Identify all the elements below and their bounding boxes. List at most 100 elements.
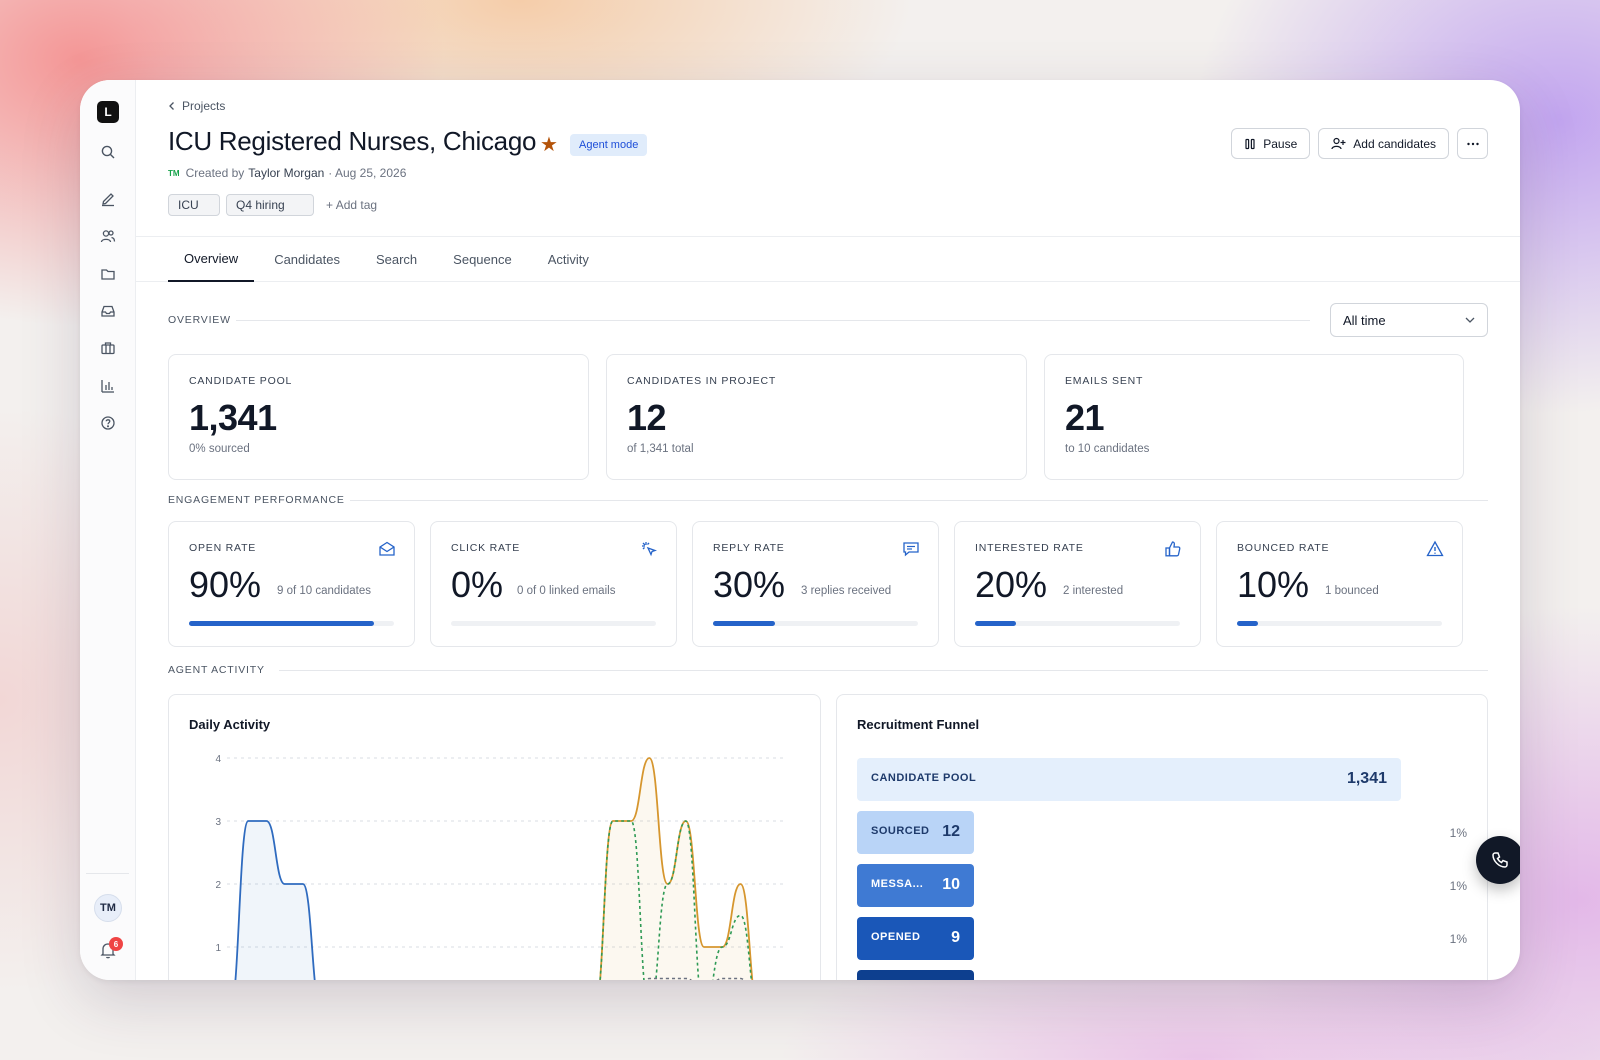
agent-activity-divider [279, 670, 1488, 671]
add-tag-button[interactable]: + Add tag [326, 198, 378, 212]
funnel-row-messa[interactable]: MESSA... 10 [857, 864, 974, 907]
funnel-label: CANDIDATE POOL [871, 772, 977, 784]
funnel-row-opened[interactable]: OPENED 9 [857, 917, 974, 960]
engagement-sub: 1 bounced [1325, 585, 1379, 597]
folder-icon[interactable] [98, 264, 118, 284]
y-tick-label: 4 [215, 754, 221, 765]
funnel-row-sourced[interactable]: SOURCED 12 [857, 811, 974, 854]
tab-bar: Overview Candidates Search Sequence Acti… [136, 236, 1520, 282]
funnel-title: Recruitment Funnel [857, 717, 980, 732]
engagement-label: REPLY RATE [713, 542, 785, 554]
funnel-count: 12 [942, 823, 960, 840]
agent-mode-badge: Agent mode [570, 134, 648, 156]
overview-divider [236, 320, 1310, 321]
add-user-icon [1331, 137, 1346, 150]
tab-sequence[interactable]: Sequence [453, 252, 512, 267]
tab-candidates[interactable]: Candidates [274, 252, 340, 267]
stat-card-emails-sent: EMAILS SENT 21 to 10 candidates [1044, 354, 1464, 480]
created-date: · Aug 25, 2026 [328, 166, 407, 180]
engagement-progress-track [713, 621, 918, 626]
engagement-label: BOUNCED RATE [1237, 542, 1330, 554]
app-logo[interactable]: L [97, 101, 119, 123]
chevron-down-icon [1465, 317, 1475, 323]
engagement-card-click-rate: CLICK RATE 0% 0 of 0 linked emails [430, 521, 677, 647]
call-button[interactable] [1476, 836, 1520, 884]
users-icon[interactable] [98, 226, 118, 246]
engagement-value: 90% [189, 564, 262, 605]
engagement-sub: 2 interested [1063, 585, 1124, 597]
help-icon[interactable] [98, 413, 118, 433]
pencil-icon[interactable] [98, 189, 118, 209]
time-range-select[interactable]: All time [1330, 303, 1488, 337]
time-range-value: All time [1343, 312, 1386, 328]
engagement-sub: 0 of 0 linked emails [517, 585, 616, 597]
project-meta: TM Created by Taylor Morgan · Aug 25, 20… [168, 166, 406, 180]
series-area [235, 821, 315, 980]
engagement-sub: 9 of 10 candidates [277, 585, 371, 597]
engagement-card-bounced-rate: BOUNCED RATE 10% 1 bounced [1216, 521, 1463, 647]
stat-card-candidate-pool: CANDIDATE POOL 1,341 0% sourced [168, 354, 589, 480]
warning-icon [1426, 540, 1444, 557]
stat-value: 1,341 [189, 397, 277, 438]
engagement-value: 0% [451, 564, 504, 605]
overview-section-label: OVERVIEW [168, 314, 231, 326]
sidebar-divider [86, 873, 129, 874]
tab-overview[interactable]: Overview [168, 237, 255, 282]
engagement-value: 10% [1237, 564, 1310, 605]
pause-button[interactable]: Pause [1231, 128, 1311, 159]
mail-open-icon [379, 541, 395, 556]
funnel-row-candidate-pool[interactable]: CANDIDATE POOL 1,341 [857, 758, 1401, 801]
engagement-progress-fill [189, 621, 374, 626]
search-icon[interactable] [98, 142, 118, 162]
engagement-card-interested-rate: INTERESTED RATE 20% 2 interested [954, 521, 1201, 647]
stat-label: CANDIDATE POOL [189, 375, 293, 387]
daily-activity-chart: 4 3 2 1 [215, 754, 784, 980]
y-tick-label: 1 [215, 943, 221, 954]
breadcrumb-projects[interactable]: Projects [182, 99, 226, 113]
star-icon[interactable]: ★ [540, 134, 558, 156]
daily-activity-title: Daily Activity [189, 717, 271, 732]
engagement-label: OPEN RATE [189, 542, 257, 554]
inbox-icon[interactable] [98, 301, 118, 321]
y-tick-label: 3 [215, 817, 221, 828]
user-avatar[interactable]: TM [94, 894, 122, 922]
creator-avatar: TM [168, 168, 180, 178]
click-icon [642, 542, 657, 557]
recruitment-funnel-panel: Recruitment Funnel CANDIDATE POOL 1,341 SO… [836, 694, 1488, 980]
pause-label: Pause [1263, 136, 1298, 151]
briefcase-icon[interactable] [98, 338, 118, 358]
engagement-value: 20% [975, 564, 1048, 605]
engagement-section-label: ENGAGEMENT PERFORMANCE [168, 494, 345, 506]
agent-activity-section-label: AGENT ACTIVITY [168, 664, 265, 676]
more-options-button[interactable] [1457, 128, 1488, 159]
engagement-progress-fill [713, 621, 775, 626]
engagement-label: CLICK RATE [451, 542, 521, 554]
stat-label: CANDIDATES IN PROJECT [627, 375, 777, 387]
stat-label: EMAILS SENT [1065, 375, 1144, 387]
series-line [234, 820, 316, 980]
thumbs-up-icon [1165, 541, 1181, 557]
engagement-progress-track [451, 621, 656, 626]
daily-activity-panel: Daily Activity 4 3 2 1 [168, 694, 821, 980]
engagement-card-reply-rate: REPLY RATE 30% 3 replies received [692, 521, 939, 647]
sidebar: L TM 6 [80, 80, 136, 980]
tab-search[interactable]: Search [375, 252, 418, 267]
funnel-row-next[interactable] [857, 970, 974, 980]
add-candidates-button[interactable]: Add candidates [1318, 128, 1449, 159]
funnel-label: OPENED [871, 931, 921, 943]
breadcrumb[interactable]: Projects [168, 99, 225, 113]
tag-icu[interactable]: ICU [168, 194, 220, 216]
add-candidates-label: Add candidates [1353, 136, 1436, 151]
funnel-percent: 1% [1449, 879, 1467, 893]
funnel-label: MESSA... [871, 878, 924, 890]
tag-q4-hiring[interactable]: Q4 hiring [226, 194, 314, 216]
stat-sub: of 1,341 total [627, 443, 694, 455]
stat-sub: to 10 candidates [1065, 443, 1150, 455]
add-tag-label: Add tag [335, 198, 378, 212]
tab-activity[interactable]: Activity [547, 252, 589, 267]
series-area [600, 758, 753, 980]
engagement-progress-track [189, 621, 394, 626]
bar-chart-icon[interactable] [98, 376, 118, 396]
engagement-card-open-rate: OPEN RATE 90% 9 of 10 candidates [168, 521, 415, 647]
funnel-label: SOURCED [871, 825, 930, 837]
